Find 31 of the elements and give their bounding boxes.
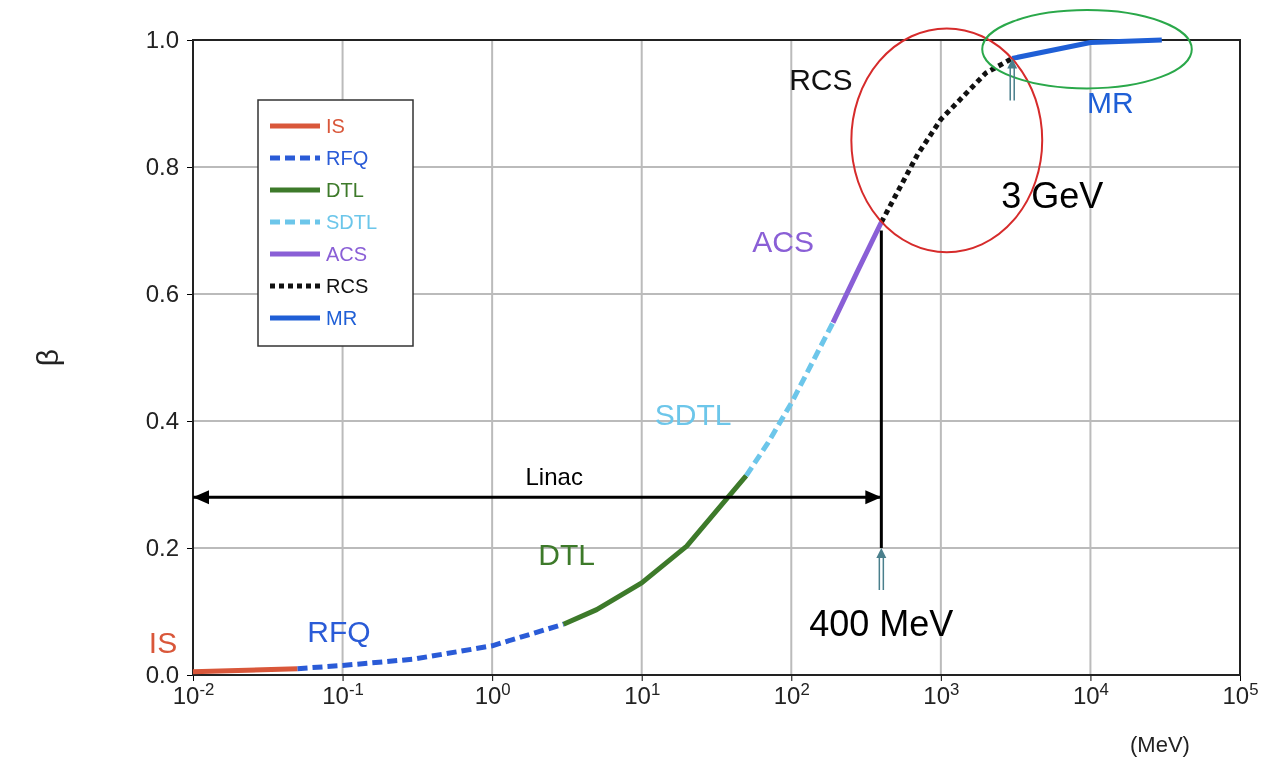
- text: DTL: [538, 538, 596, 572]
- legend-label: RCS: [326, 275, 369, 297]
- x-tick-label: 10$^{3}$: [923, 679, 960, 710]
- legend-label: DTL: [326, 179, 364, 201]
- x-tick-label: 10$^{4}$: [1072, 679, 1109, 710]
- text: RFQ: [307, 614, 371, 648]
- text: IS: [148, 626, 178, 660]
- text: ACS: [752, 225, 815, 259]
- x-tick-label: 10$^{0}$: [474, 679, 511, 710]
- annotation: 3 GeV: [1001, 175, 1104, 217]
- x-axis-title: (MeV): [1130, 732, 1190, 757]
- y-tick-label: 0.8: [145, 153, 179, 181]
- legend-label: IS: [326, 115, 345, 137]
- x-tick-label: 10$^{5}$: [1222, 679, 1259, 710]
- x-tick-label: 10$^{2}$: [773, 679, 810, 710]
- y-tick-label: 0.4: [145, 407, 179, 435]
- text: SDTL: [654, 398, 732, 432]
- annotation: 400 MeV: [809, 603, 954, 644]
- legend-label: RFQ: [326, 147, 369, 169]
- legend-label: SDTL: [326, 211, 378, 233]
- x-tick-label: 10$^{1}$: [624, 679, 661, 710]
- y-tick-label: 1.0: [145, 26, 179, 54]
- text: RCS: [789, 62, 853, 96]
- y-axis-title: β: [31, 348, 64, 367]
- annotation: Linac: [525, 463, 583, 491]
- y-tick-label: 0.6: [145, 280, 179, 308]
- y-tick-label: 0.2: [145, 534, 179, 562]
- x-tick-label: 10$^{-1}$: [322, 679, 364, 710]
- text: MR: [1087, 86, 1134, 120]
- legend-label: ACS: [326, 243, 368, 265]
- legend-label: MR: [326, 307, 358, 329]
